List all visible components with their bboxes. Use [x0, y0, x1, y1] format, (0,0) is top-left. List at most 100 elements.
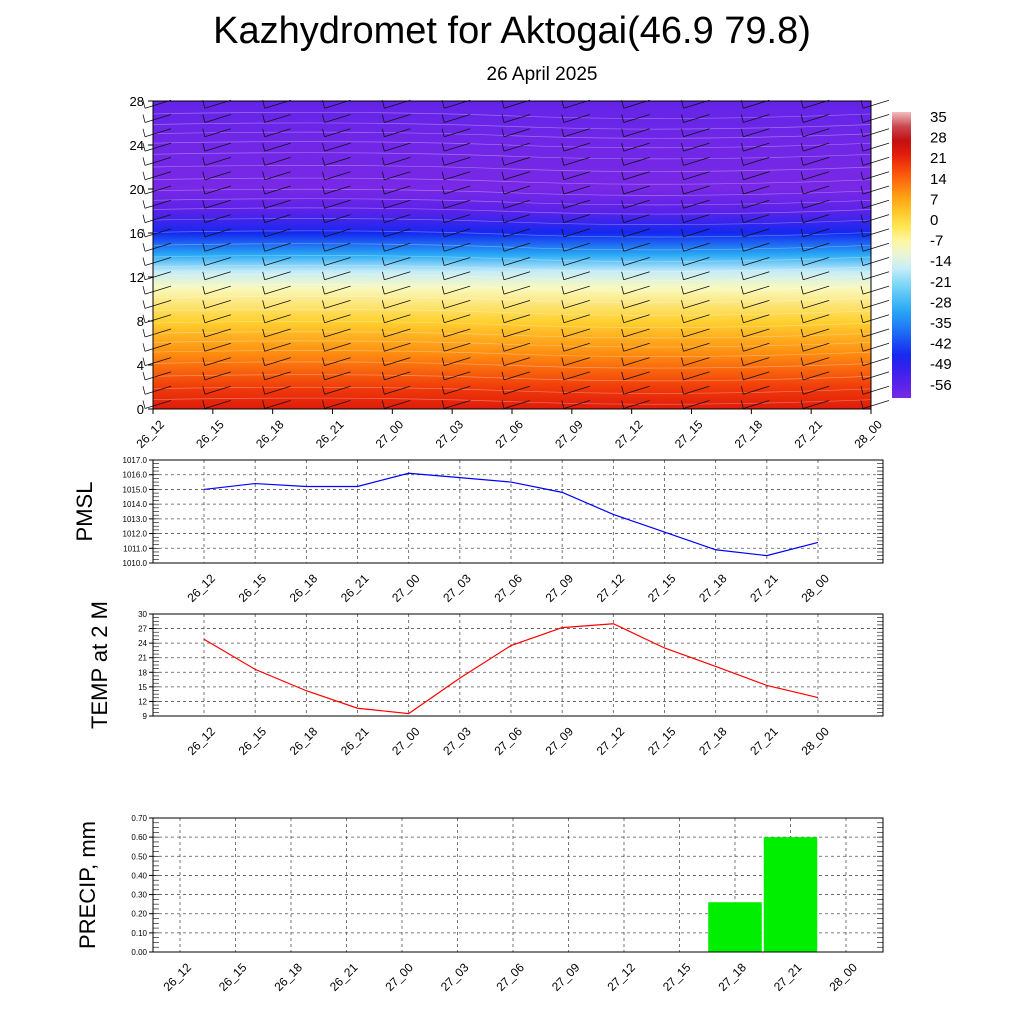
- wind-barb: [322, 242, 351, 252]
- wind-barb: [800, 400, 830, 409]
- wind-barb: [740, 185, 770, 195]
- wind-barb: [561, 342, 590, 352]
- wind-barb: [262, 385, 291, 395]
- wind-barb: [441, 142, 471, 152]
- wind-barb: [441, 199, 471, 209]
- wind-barb: [740, 257, 770, 266]
- wind-barb: [561, 99, 590, 109]
- colorbar-label: -35: [930, 315, 952, 332]
- wind-barb: [501, 142, 531, 152]
- wind-barb: [381, 171, 411, 181]
- x-tick-label: 27_15: [660, 960, 694, 994]
- wind-barb: [202, 328, 231, 338]
- wind-barb: [740, 128, 770, 138]
- y-tick-label: 0.30: [131, 891, 147, 900]
- precip-panel: 0.00 0.10 0.20 0.30 0.40 0.50 0.60 0.70 26_12 26_…: [75, 814, 884, 994]
- colorbar-label: -42: [930, 336, 952, 353]
- wind-barb: [501, 400, 531, 409]
- heatmap-x-tick-label: 27_15: [672, 417, 706, 451]
- temp-panel: 9 12 15 18 21 24 27 30 26_12 26_15 26_18 26_21 27_00…: [87, 601, 884, 758]
- wind-barb: [262, 257, 291, 266]
- wind-barb: [681, 185, 710, 195]
- wind-barb: [800, 171, 830, 181]
- wind-barb: [381, 371, 411, 381]
- wind-barb: [202, 300, 231, 309]
- wind-barb: [681, 142, 710, 152]
- wind-barb: [322, 228, 351, 238]
- chart-subtitle: 26 April 2025: [486, 64, 598, 85]
- contour-line: [152, 350, 872, 358]
- y-tick-label: 15: [138, 683, 147, 692]
- wind-barb: [740, 214, 770, 223]
- wind-barb: [800, 385, 830, 395]
- wind-barb: [860, 342, 890, 352]
- wind-barb: [561, 242, 590, 252]
- wind-barb: [202, 285, 231, 295]
- wind-barb: [740, 357, 770, 366]
- wind-barb: [441, 214, 471, 223]
- wind-barb: [501, 99, 531, 109]
- wind-barb: [441, 300, 471, 309]
- wind-barb: [381, 157, 411, 166]
- wind-barb: [142, 328, 172, 338]
- colorbar-label: 0: [930, 212, 938, 229]
- wind-barb: [860, 357, 890, 366]
- contour-line: [152, 131, 872, 139]
- wind-barb: [800, 142, 830, 152]
- wind-barb: [202, 199, 231, 209]
- wind-barb: [142, 142, 172, 152]
- wind-barb: [381, 185, 411, 195]
- heatmap-x-tick-label: 27_09: [552, 417, 586, 451]
- wind-barb: [441, 242, 471, 252]
- wind-barb: [621, 342, 650, 352]
- heatmap-x-tick-label: 27_18: [732, 417, 766, 451]
- wind-barb: [621, 257, 650, 266]
- wind-barb: [381, 285, 411, 295]
- y-tick-label: 0.10: [131, 929, 147, 938]
- heatmap-x-tick-label: 26_18: [253, 417, 287, 451]
- x-tick-label: 27_09: [543, 724, 577, 758]
- wind-barb: [740, 285, 770, 295]
- heatmap-y-tick-label: 0: [137, 402, 144, 417]
- wind-barb: [681, 214, 710, 223]
- colorbar-label: 35: [930, 109, 947, 126]
- y-tick-label: 21: [138, 654, 147, 663]
- wind-barb: [262, 214, 291, 223]
- contour-line: [152, 308, 872, 316]
- x-tick-label: 27_15: [645, 724, 679, 758]
- wind-barb: [800, 257, 830, 266]
- heatmap-x-tick-label: 28_00: [851, 417, 885, 451]
- colorbar-label: -21: [930, 274, 952, 291]
- y-axis-label: PRECIP, mm: [75, 821, 100, 949]
- wind-barb: [681, 157, 710, 166]
- contour-line: [152, 177, 872, 185]
- wind-barb: [322, 328, 351, 338]
- wind-barb: [262, 371, 291, 381]
- x-tick-label: 27_21: [747, 571, 781, 605]
- x-tick-label: 27_06: [491, 724, 525, 758]
- wind-barb: [860, 385, 890, 395]
- y-tick-label: 1016.0: [123, 471, 148, 480]
- heatmap-y-tick-label: 12: [130, 270, 144, 285]
- wind-barb: [501, 171, 531, 181]
- wind-barb: [322, 171, 351, 181]
- wind-barb: [681, 199, 710, 209]
- wind-barb: [621, 142, 650, 152]
- wind-barb: [561, 300, 590, 309]
- wind-barb: [381, 257, 411, 266]
- wind-barb: [561, 314, 590, 324]
- wind-barb: [381, 199, 411, 209]
- wind-barb: [621, 271, 650, 281]
- wind-barb: [381, 142, 411, 152]
- contour-line: [152, 188, 872, 196]
- panel-frame: [152, 817, 884, 953]
- x-tick-label: 27_12: [594, 571, 628, 605]
- wind-barb: [800, 371, 830, 381]
- wind-barb: [681, 99, 710, 109]
- wind-barb: [501, 357, 531, 366]
- wind-barb: [441, 99, 471, 109]
- wind-barb: [262, 185, 291, 195]
- wind-barb: [202, 157, 231, 166]
- wind-barb: [621, 171, 650, 181]
- wind-barb: [860, 185, 890, 195]
